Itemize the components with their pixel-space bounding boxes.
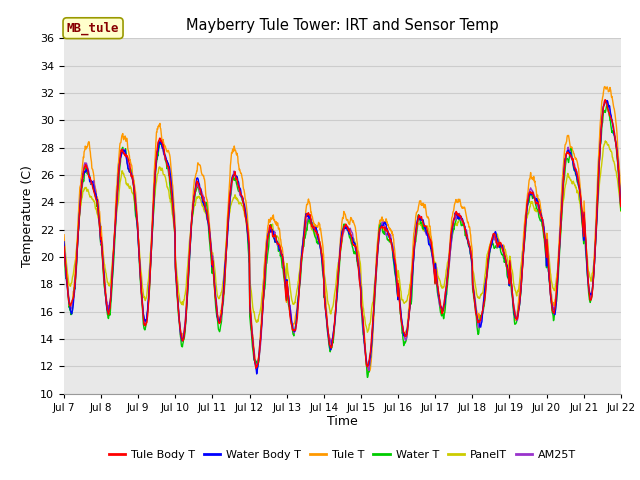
Line: Tule Body T: Tule Body T	[64, 100, 621, 368]
Water T	[551, 309, 559, 315]
Tule Body T	[184, 282, 191, 288]
PanelT	[184, 262, 191, 268]
Water Body T	[502, 259, 509, 265]
AM25T	[502, 258, 509, 264]
Water Body T	[429, 258, 437, 264]
Tule Body T	[252, 365, 260, 371]
Tule Body T	[170, 221, 178, 227]
Water Body T	[551, 312, 559, 317]
Water T	[617, 207, 625, 213]
AM25T	[246, 305, 254, 311]
Water T	[60, 247, 68, 252]
Tule T	[246, 300, 254, 305]
Water T	[184, 287, 191, 292]
PanelT	[170, 226, 178, 231]
Legend: Tule Body T, Water Body T, Tule T, Water T, PanelT, AM25T: Tule Body T, Water Body T, Tule T, Water…	[104, 445, 580, 464]
Water T	[604, 101, 611, 107]
Tule T	[617, 192, 625, 198]
Tule T	[170, 207, 178, 213]
Water T	[246, 317, 254, 323]
Water T	[170, 224, 178, 229]
Tule T	[184, 276, 191, 282]
Water Body T	[60, 239, 68, 245]
Line: PanelT: PanelT	[64, 141, 621, 332]
PanelT	[364, 329, 371, 335]
Water Body T	[246, 305, 254, 311]
PanelT	[551, 286, 559, 291]
Tule T	[551, 297, 559, 302]
Tule T	[601, 84, 609, 89]
Water Body T	[170, 217, 178, 223]
AM25T	[170, 223, 178, 228]
Line: Water Body T: Water Body T	[64, 100, 621, 374]
X-axis label: Time: Time	[327, 415, 358, 429]
Water T	[502, 260, 509, 266]
Tule Body T	[617, 204, 625, 209]
AM25T	[601, 97, 609, 103]
Tule Body T	[502, 258, 509, 264]
Tule Body T	[551, 306, 559, 312]
Title: Mayberry Tule Tower: IRT and Sensor Temp: Mayberry Tule Tower: IRT and Sensor Temp	[186, 18, 499, 33]
Tule Body T	[602, 97, 609, 103]
AM25T	[365, 368, 372, 373]
AM25T	[429, 262, 437, 267]
Water Body T	[253, 371, 260, 377]
PanelT	[60, 237, 68, 243]
Line: Tule T: Tule T	[64, 86, 621, 372]
Water Body T	[603, 97, 611, 103]
Line: Water T: Water T	[64, 104, 621, 377]
PanelT	[602, 138, 609, 144]
Tule T	[60, 232, 68, 238]
PanelT	[617, 208, 625, 214]
Y-axis label: Temperature (C): Temperature (C)	[22, 165, 35, 267]
Tule Body T	[60, 244, 68, 250]
PanelT	[429, 249, 437, 255]
PanelT	[246, 280, 254, 286]
Text: MB_tule: MB_tule	[67, 22, 119, 35]
Tule T	[365, 370, 372, 375]
Water T	[364, 374, 371, 380]
AM25T	[551, 304, 559, 310]
Water T	[429, 256, 437, 262]
AM25T	[60, 243, 68, 249]
Tule Body T	[246, 307, 254, 312]
Tule T	[502, 258, 509, 264]
Water Body T	[184, 285, 191, 291]
Tule Body T	[429, 255, 437, 261]
AM25T	[184, 279, 191, 285]
Water Body T	[617, 203, 625, 208]
Tule T	[429, 254, 437, 260]
AM25T	[617, 203, 625, 209]
PanelT	[502, 249, 509, 255]
Line: AM25T: AM25T	[64, 100, 621, 371]
